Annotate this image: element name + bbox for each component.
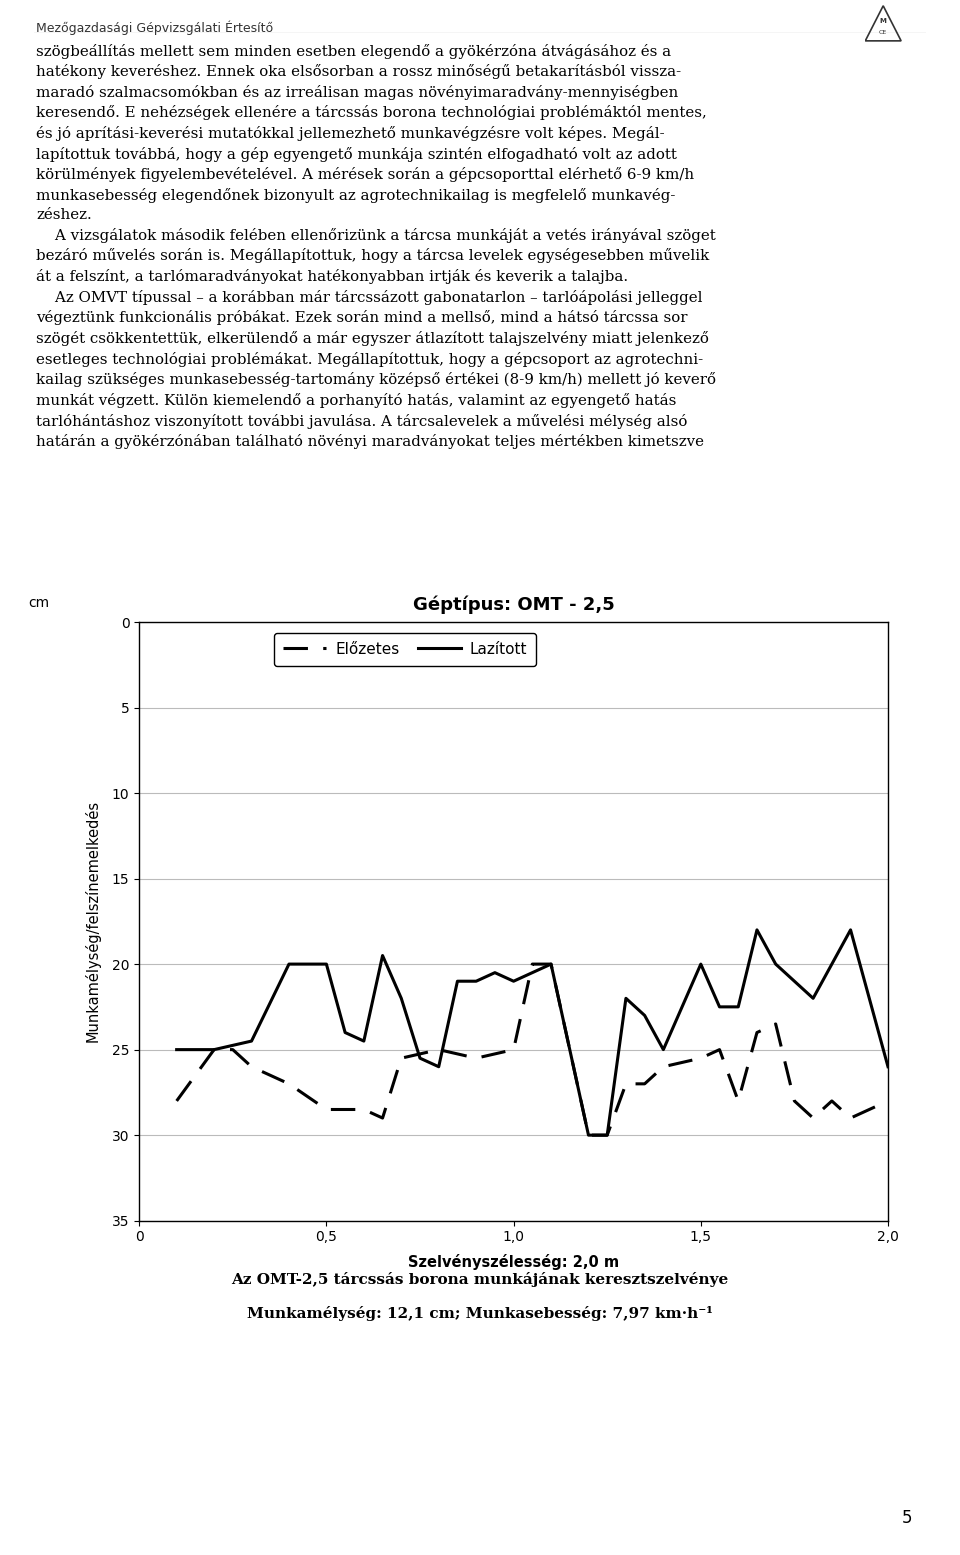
Legend: Előzetes, Lazított: Előzetes, Lazított [275,633,537,666]
Text: M: M [879,19,887,25]
Text: Mezőgazdasági Gépvizsgálati Értesítő: Mezőgazdasági Gépvizsgálati Értesítő [36,20,274,36]
Text: cm: cm [28,596,49,610]
X-axis label: Szelvényszélesség: 2,0 m: Szelvényszélesség: 2,0 m [408,1255,619,1270]
Y-axis label: Munkamélység/felszínemelkedés: Munkamélység/felszínemelkedés [84,801,101,1042]
Title: Géptípus: OMT - 2,5: Géptípus: OMT - 2,5 [413,596,614,614]
Text: Munkamélység: 12,1 cm; Munkasebesség: 7,97 km·h⁻¹: Munkamélység: 12,1 cm; Munkasebesség: 7,… [247,1306,713,1322]
Text: CE: CE [879,30,887,36]
Text: Az OMT-2,5 tárcssás borona munkájának keresztszelvénye: Az OMT-2,5 tárcssás borona munkájának ke… [231,1272,729,1288]
Text: 5: 5 [901,1508,912,1527]
Text: szögbeállítás mellett sem minden esetben elegendő a gyökérzóna átvágásához és a: szögbeállítás mellett sem minden esetbe… [36,44,716,449]
